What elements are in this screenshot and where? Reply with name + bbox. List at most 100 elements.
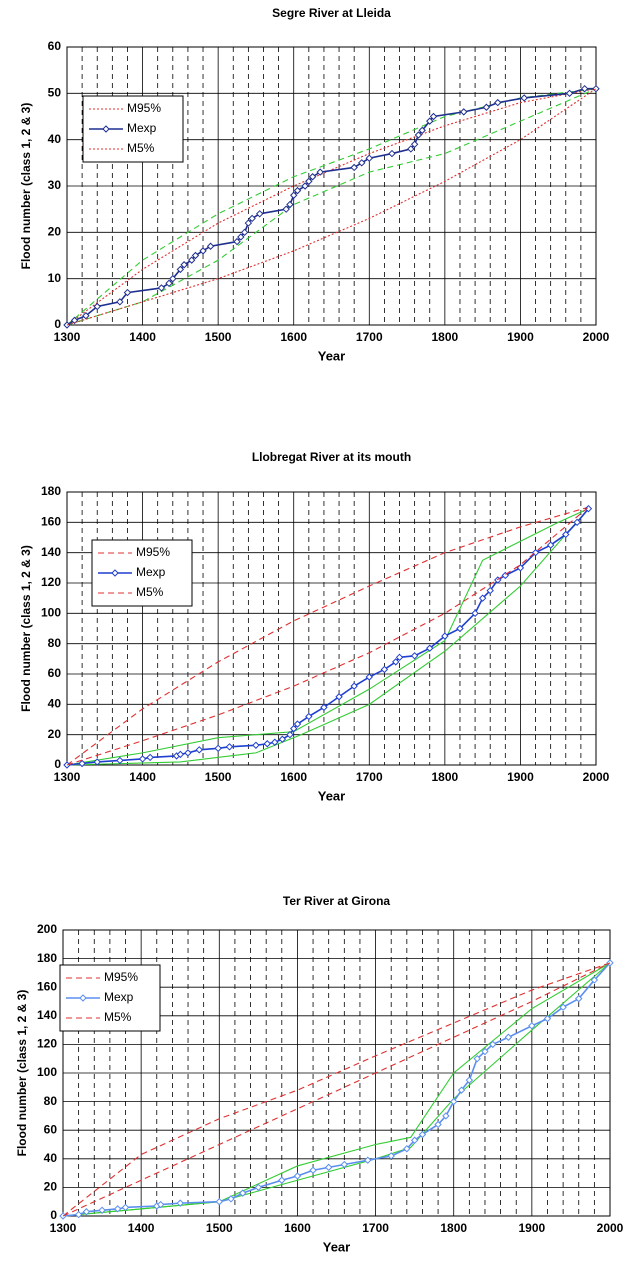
x-tick-label: 1600 (284, 1221, 311, 1235)
data-point (206, 242, 215, 250)
data-point (575, 994, 583, 1003)
data-point (165, 279, 173, 288)
data-point (301, 182, 309, 190)
x-tick-label: 1700 (362, 1221, 389, 1235)
data-point (481, 1047, 489, 1056)
data-point (358, 159, 366, 167)
data-point (504, 1033, 513, 1041)
data-point (239, 1189, 247, 1197)
y-tick-label: 30 (48, 178, 62, 192)
data-point (215, 1197, 223, 1206)
data-point (528, 1022, 536, 1030)
data-point (573, 518, 581, 527)
y-tick-label: 40 (44, 1151, 58, 1165)
data-point (441, 632, 449, 640)
data-point (286, 730, 294, 739)
x-tick-label: 1900 (507, 770, 534, 784)
data-point (156, 1200, 165, 1209)
data-point (184, 749, 192, 757)
y-tick-label: 60 (48, 39, 62, 53)
x-tick-label: 1300 (50, 1221, 77, 1235)
legend-label: M95% (136, 545, 170, 559)
legend: M95% Mexp M5% (59, 964, 161, 1032)
y-tick-label: 60 (48, 666, 62, 680)
y-tick-label: 80 (44, 1094, 58, 1108)
x-tick-label: 1600 (280, 330, 307, 344)
y-tick-label: 20 (44, 1180, 58, 1194)
plot-frame (66, 46, 597, 326)
data-point (293, 1172, 302, 1180)
x-tick-label: 1800 (432, 330, 459, 344)
data-point (214, 744, 222, 753)
data-point (116, 756, 124, 765)
data-point (225, 743, 234, 751)
x-tick-label: 1900 (519, 1221, 546, 1235)
y-tick-label: 180 (37, 951, 57, 965)
y-tick-label: 160 (41, 515, 61, 529)
data-point (482, 103, 491, 111)
data-point (559, 1003, 567, 1011)
data-point (590, 976, 599, 984)
y-axis-label: Flood number (class 1, 2 & 3) (19, 545, 33, 712)
x-tick-label: 1500 (205, 330, 232, 344)
data-point (263, 740, 271, 748)
data-point (305, 712, 313, 721)
data-point (248, 214, 256, 223)
data-point (93, 758, 101, 766)
data-point (98, 1206, 106, 1214)
plot-frame (66, 491, 597, 766)
data-point (388, 149, 396, 158)
y-tick-label: 0 (54, 757, 61, 771)
data-point (278, 735, 287, 743)
y-tick-label: 160 (37, 979, 57, 993)
y-axis-label: Flood number (class 1, 2 & 3) (15, 990, 29, 1157)
series-line (66, 88, 597, 326)
data-point (227, 1195, 235, 1203)
data-point (157, 284, 166, 292)
data-point (278, 1176, 286, 1184)
series-line (66, 508, 589, 766)
x-axis-label: Year (318, 788, 345, 803)
data-point (113, 1205, 122, 1213)
data-point (380, 665, 389, 674)
data-point (407, 145, 415, 153)
y-tick-label: 20 (48, 727, 62, 741)
y-tick-label: 180 (41, 484, 61, 498)
data-point (316, 168, 324, 176)
data-point (350, 682, 358, 690)
data-point (340, 1160, 349, 1169)
legend-label: M5% (136, 585, 164, 599)
series-line (66, 506, 589, 766)
data-point (195, 746, 203, 754)
data-point (478, 594, 487, 602)
data-point (176, 750, 185, 759)
data-point (456, 624, 464, 633)
data-point (426, 644, 434, 652)
data-point (410, 652, 419, 660)
y-tick-label: 140 (41, 545, 61, 559)
legend-label: M95% (104, 970, 138, 984)
y-tick-label: 60 (44, 1122, 58, 1136)
y-tick-label: 20 (48, 225, 62, 239)
data-point (418, 1130, 427, 1139)
data-point (199, 247, 207, 255)
data-point (290, 724, 298, 733)
series-line (62, 962, 611, 1217)
legend-label: M5% (104, 1010, 132, 1024)
chart: Llobregat River at its mouth 0 20 40 60 80 100… (19, 450, 609, 803)
chart: Segre River at Lleida 0 10 20 30 40 50 60 1300 14… (19, 6, 609, 363)
x-tick-label: 1900 (507, 330, 534, 344)
data-point (471, 609, 479, 618)
chart-title: Llobregat River at its mouth (252, 450, 411, 464)
x-tick-label: 1700 (356, 770, 383, 784)
data-point (74, 1210, 83, 1219)
y-tick-label: 10 (48, 271, 62, 285)
x-tick-label: 1500 (205, 770, 232, 784)
x-tick-label: 1400 (128, 1221, 155, 1235)
data-point (293, 720, 302, 728)
data-point (392, 658, 400, 666)
data-point (486, 586, 494, 595)
x-tick-label: 1800 (432, 770, 459, 784)
data-point (531, 548, 540, 557)
chart-title: Segre River at Lleida (272, 6, 391, 20)
